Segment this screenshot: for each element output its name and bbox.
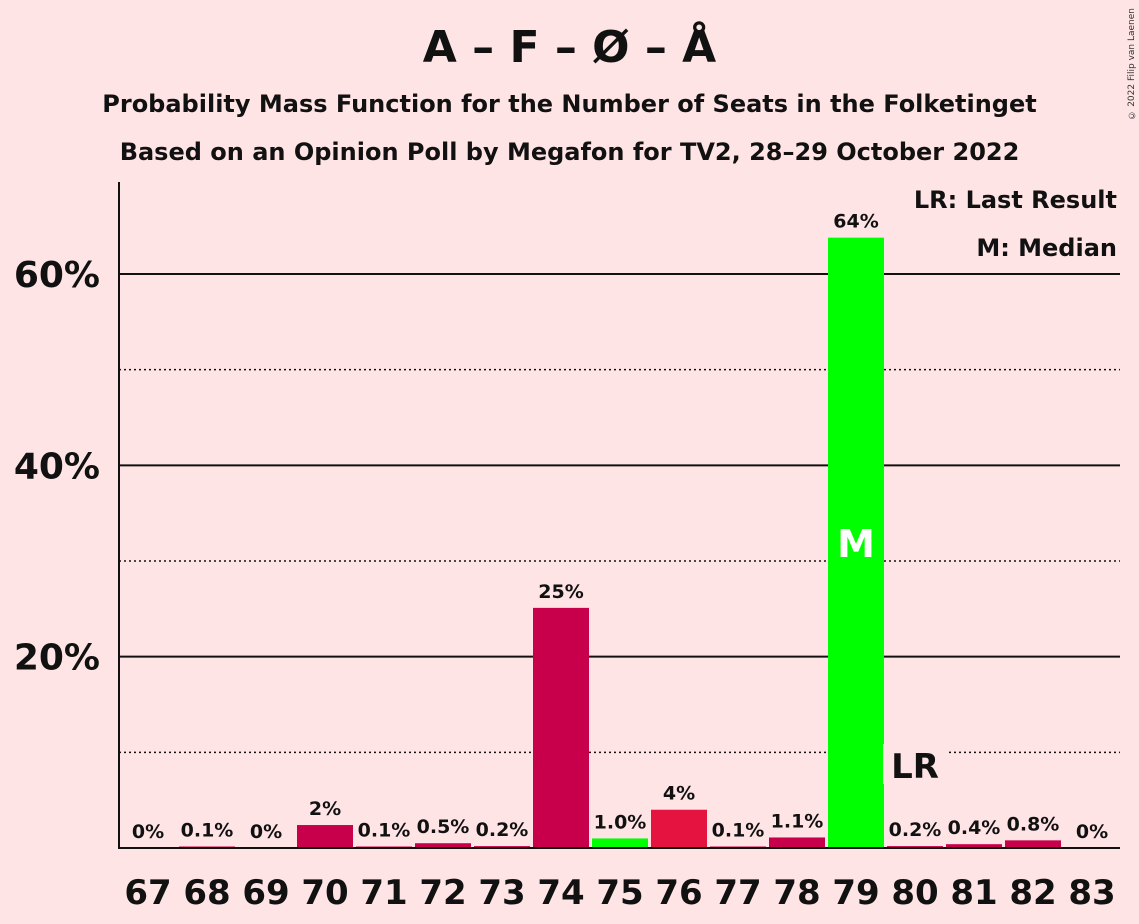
legend-median: M: Median <box>976 234 1117 262</box>
x-tick-label-74: 74 <box>537 873 584 913</box>
data-label-bg <box>180 816 234 843</box>
data-label-81: 0.4% <box>948 817 1001 839</box>
bar-79 <box>828 237 884 848</box>
x-tick-label-75: 75 <box>596 873 643 913</box>
y-tick-label: 40% <box>14 446 100 487</box>
last-result-bg <box>883 744 947 784</box>
chart-subtitle-2: Based on an Opinion Poll by Megafon for … <box>119 138 1020 166</box>
data-label-75: 1.0% <box>594 811 647 833</box>
bar-81 <box>946 844 1002 848</box>
x-tick-label-71: 71 <box>360 873 407 913</box>
y-tick-label: 20% <box>14 638 100 679</box>
data-label-82: 0.8% <box>1007 813 1060 835</box>
data-label-72: 0.5% <box>417 816 470 838</box>
data-label-67: 0% <box>132 821 164 843</box>
x-tick-label-79: 79 <box>832 873 879 913</box>
legend-last-result: LR: Last Result <box>913 186 1117 214</box>
x-tick-label-82: 82 <box>1009 873 1056 913</box>
data-label-bg <box>593 808 647 835</box>
bar-70 <box>297 825 353 848</box>
data-label-80: 0.2% <box>889 819 942 841</box>
x-tick-label-72: 72 <box>419 873 466 913</box>
x-tick-label-69: 69 <box>242 873 289 913</box>
data-label-bg <box>1006 810 1060 837</box>
bar-82 <box>1005 840 1061 848</box>
data-label-bg <box>663 779 695 806</box>
x-tick-label-70: 70 <box>301 873 348 913</box>
chart-subtitle-1: Probability Mass Function for the Number… <box>102 90 1037 118</box>
data-label-bg <box>132 818 164 844</box>
bar-72 <box>415 843 471 848</box>
x-tick-label-73: 73 <box>478 873 525 913</box>
x-tick-label-80: 80 <box>891 873 938 913</box>
y-tick-label: 60% <box>14 255 100 296</box>
data-label-74: 25% <box>538 581 583 603</box>
x-tick-label-83: 83 <box>1068 873 1115 913</box>
chart-title: A – F – Ø – Å <box>422 22 717 73</box>
data-label-bg <box>250 818 282 844</box>
data-label-73: 0.2% <box>476 819 529 841</box>
data-label-bg <box>357 816 411 843</box>
data-label-bg <box>1076 818 1108 844</box>
data-label-83: 0% <box>1076 821 1108 843</box>
data-label-69: 0% <box>250 821 282 843</box>
data-label-bg <box>539 577 583 604</box>
x-tick-label-81: 81 <box>950 873 997 913</box>
data-label-bg <box>416 813 470 840</box>
data-label-bg <box>711 816 765 843</box>
data-label-bg <box>770 807 824 834</box>
data-label-68: 0.1% <box>181 820 234 842</box>
bar-75 <box>592 838 648 848</box>
data-label-bg <box>947 814 1001 841</box>
data-label-bg <box>309 795 341 822</box>
bar-74 <box>533 607 589 848</box>
data-label-76: 4% <box>663 783 695 805</box>
x-tick-label-67: 67 <box>124 873 171 913</box>
data-label-78: 1.1% <box>771 810 824 832</box>
x-tick-label-76: 76 <box>655 873 702 913</box>
data-label-bg <box>888 816 942 843</box>
data-label-70: 2% <box>309 798 341 820</box>
x-tick-label-78: 78 <box>773 873 820 913</box>
bar-76 <box>651 809 707 848</box>
x-tick-label-77: 77 <box>714 873 761 913</box>
data-label-bg <box>834 207 878 234</box>
data-label-79: 64% <box>833 211 878 233</box>
data-label-bg <box>475 816 529 843</box>
last-result-marker: LR <box>891 747 939 787</box>
data-label-77: 0.1% <box>712 820 765 842</box>
bar-78 <box>769 837 825 848</box>
median-marker: M <box>837 522 875 566</box>
x-tick-label-68: 68 <box>183 873 230 913</box>
data-label-71: 0.1% <box>358 820 411 842</box>
